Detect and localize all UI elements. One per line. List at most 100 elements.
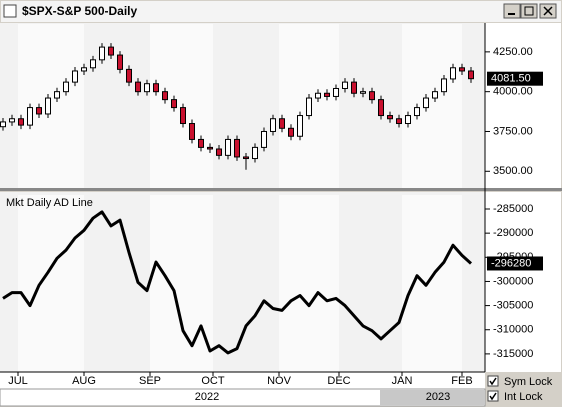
x-tick-label: OCT [201,375,225,387]
x-tick-label: AUG [72,375,96,387]
candle-body [288,127,294,137]
month-band [150,195,213,372]
y-tick-label: -290000 [493,227,533,239]
y-tick-label: -315000 [493,348,533,360]
candle-body [351,81,357,94]
candle-body [180,107,186,125]
candle-body [396,118,402,125]
candle-body [414,107,420,117]
check-glyph [489,377,497,386]
x-tick-label: JUL [8,375,28,387]
candle-body [441,78,447,93]
candle-body [360,91,366,94]
candle-body [297,115,303,137]
month-band [150,24,213,188]
candle-body [459,67,465,72]
window-icon [3,4,17,18]
month-band [279,195,339,372]
checkbox-label: Int Lock [504,391,543,403]
candle-body [306,97,312,117]
candle-body [279,118,285,129]
candle-body [315,92,321,99]
price-axis-bg [485,23,561,189]
y-tick-label: 3750.00 [493,125,533,137]
candle-body [0,121,6,128]
candle-body [378,99,384,117]
checkbox[interactable] [487,375,499,387]
minimize-button[interactable] [503,3,521,19]
candle-body [63,81,69,93]
y-tick-label: -285000 [493,203,533,215]
candle-body [135,81,141,93]
candle-body [99,46,105,61]
candle-body [387,115,393,120]
checkbox[interactable] [487,390,499,402]
candle-body [162,91,168,101]
year-band [380,390,485,405]
candle-body [27,107,33,126]
candle-body [171,99,177,109]
candle-body [450,67,456,80]
year-label: 2023 [426,391,450,403]
y-tick-label: -300000 [493,275,533,287]
month-band [18,195,84,372]
y-tick-label: -305000 [493,300,533,312]
last-value-box [487,256,543,271]
y-tick-label: 3500.00 [493,165,533,177]
candle-body [234,138,240,158]
candle-body [108,46,114,56]
plots: 3500.00 3750.00 4000.00 4250.00 4081.50 JUL AU… [0,43,543,405]
x-tick-label: DEC [327,375,350,387]
candle-body [342,81,348,89]
month-row [0,372,485,389]
candle-body [36,107,42,115]
candle-body [81,67,87,72]
y-tick-label: 4250.00 [493,46,533,58]
close-glyph [543,6,553,16]
panel-title: Mkt Daily AD Line [6,197,93,209]
candle-body [261,130,267,148]
candle-body [90,59,96,69]
x-tick-label: JAN [392,375,413,387]
candle-body [189,123,195,140]
candle-body [333,87,339,97]
month-band [402,24,462,188]
year-label: 2022 [195,391,219,403]
last-price-label: 4081.50 [491,73,531,85]
candle-body [54,91,60,99]
candle-body [153,83,159,93]
candle-body [252,146,258,160]
x-tick-label: NOV [267,375,292,387]
maximize-glyph [524,6,534,16]
candle-body [72,70,78,83]
window-title: $SPX-S&P 500-Daily [22,4,137,18]
last-value-label: -296280 [491,257,531,269]
candle-body [468,70,474,80]
candle-body [18,118,24,126]
candle-body [243,156,249,160]
maximize-button[interactable] [520,3,538,19]
y-tick-label: -310000 [493,324,533,336]
candle-body [9,118,15,123]
candle-body [207,146,213,150]
ad-axis-bg [485,192,561,372]
title-bar [1,1,561,22]
month-band [402,195,462,372]
candle-body [225,138,231,156]
check-glyph [489,392,497,401]
candle-body [369,91,375,101]
candle-body [324,92,330,97]
y-tick-label: 4000.00 [493,86,533,98]
candle-body [126,68,132,83]
candle-body [117,54,123,70]
candle-body [198,138,204,148]
month-bands [18,24,462,372]
candle-body [45,97,51,115]
candle-body [270,118,276,132]
candle-body [216,148,222,156]
candle-body [423,97,429,109]
candle-body [432,91,438,99]
x-tick-label: FEB [451,375,472,387]
x-tick-label: SEP [139,375,161,387]
